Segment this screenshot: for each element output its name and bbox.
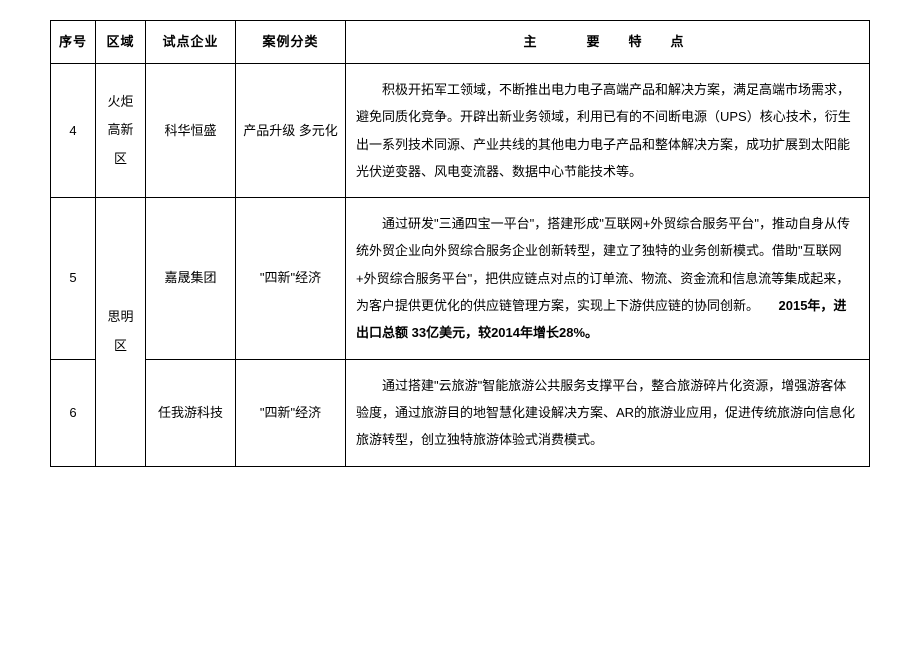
cell-category: "四新"经济 [236, 198, 346, 359]
data-table: 序号 区域 试点企业 案例分类 主 要 特 点 4 火炬高新区 科华恒盛 产品升… [50, 20, 870, 467]
cell-desc: 通过研发"三通四宝一平台"，搭建形成"互联网+外贸综合服务平台"，推动自身从传统… [346, 198, 870, 359]
cell-region: 思明区 [96, 198, 146, 466]
cell-seq: 6 [51, 359, 96, 466]
header-desc: 主 要 特 点 [346, 21, 870, 64]
cell-seq: 5 [51, 198, 96, 359]
header-category: 案例分类 [236, 21, 346, 64]
cell-company: 任我游科技 [146, 359, 236, 466]
cell-desc: 通过搭建"云旅游"智能旅游公共服务支撑平台，整合旅游碎片化资源，增强游客体验度，… [346, 359, 870, 466]
cell-company: 科华恒盛 [146, 64, 236, 198]
cell-desc: 积极开拓军工领域，不断推出电力电子高端产品和解决方案，满足高端市场需求，避免同质… [346, 64, 870, 198]
cell-seq: 4 [51, 64, 96, 198]
header-row: 序号 区域 试点企业 案例分类 主 要 特 点 [51, 21, 870, 64]
table-row: 4 火炬高新区 科华恒盛 产品升级 多元化 积极开拓军工领域，不断推出电力电子高… [51, 64, 870, 198]
header-region: 区域 [96, 21, 146, 64]
table-row: 6 任我游科技 "四新"经济 通过搭建"云旅游"智能旅游公共服务支撑平台，整合旅… [51, 359, 870, 466]
table-row: 5 思明区 嘉晟集团 "四新"经济 通过研发"三通四宝一平台"，搭建形成"互联网… [51, 198, 870, 359]
cell-category: "四新"经济 [236, 359, 346, 466]
cell-region: 火炬高新区 [96, 64, 146, 198]
cell-company: 嘉晟集团 [146, 198, 236, 359]
header-company: 试点企业 [146, 21, 236, 64]
header-seq: 序号 [51, 21, 96, 64]
cell-category: 产品升级 多元化 [236, 64, 346, 198]
